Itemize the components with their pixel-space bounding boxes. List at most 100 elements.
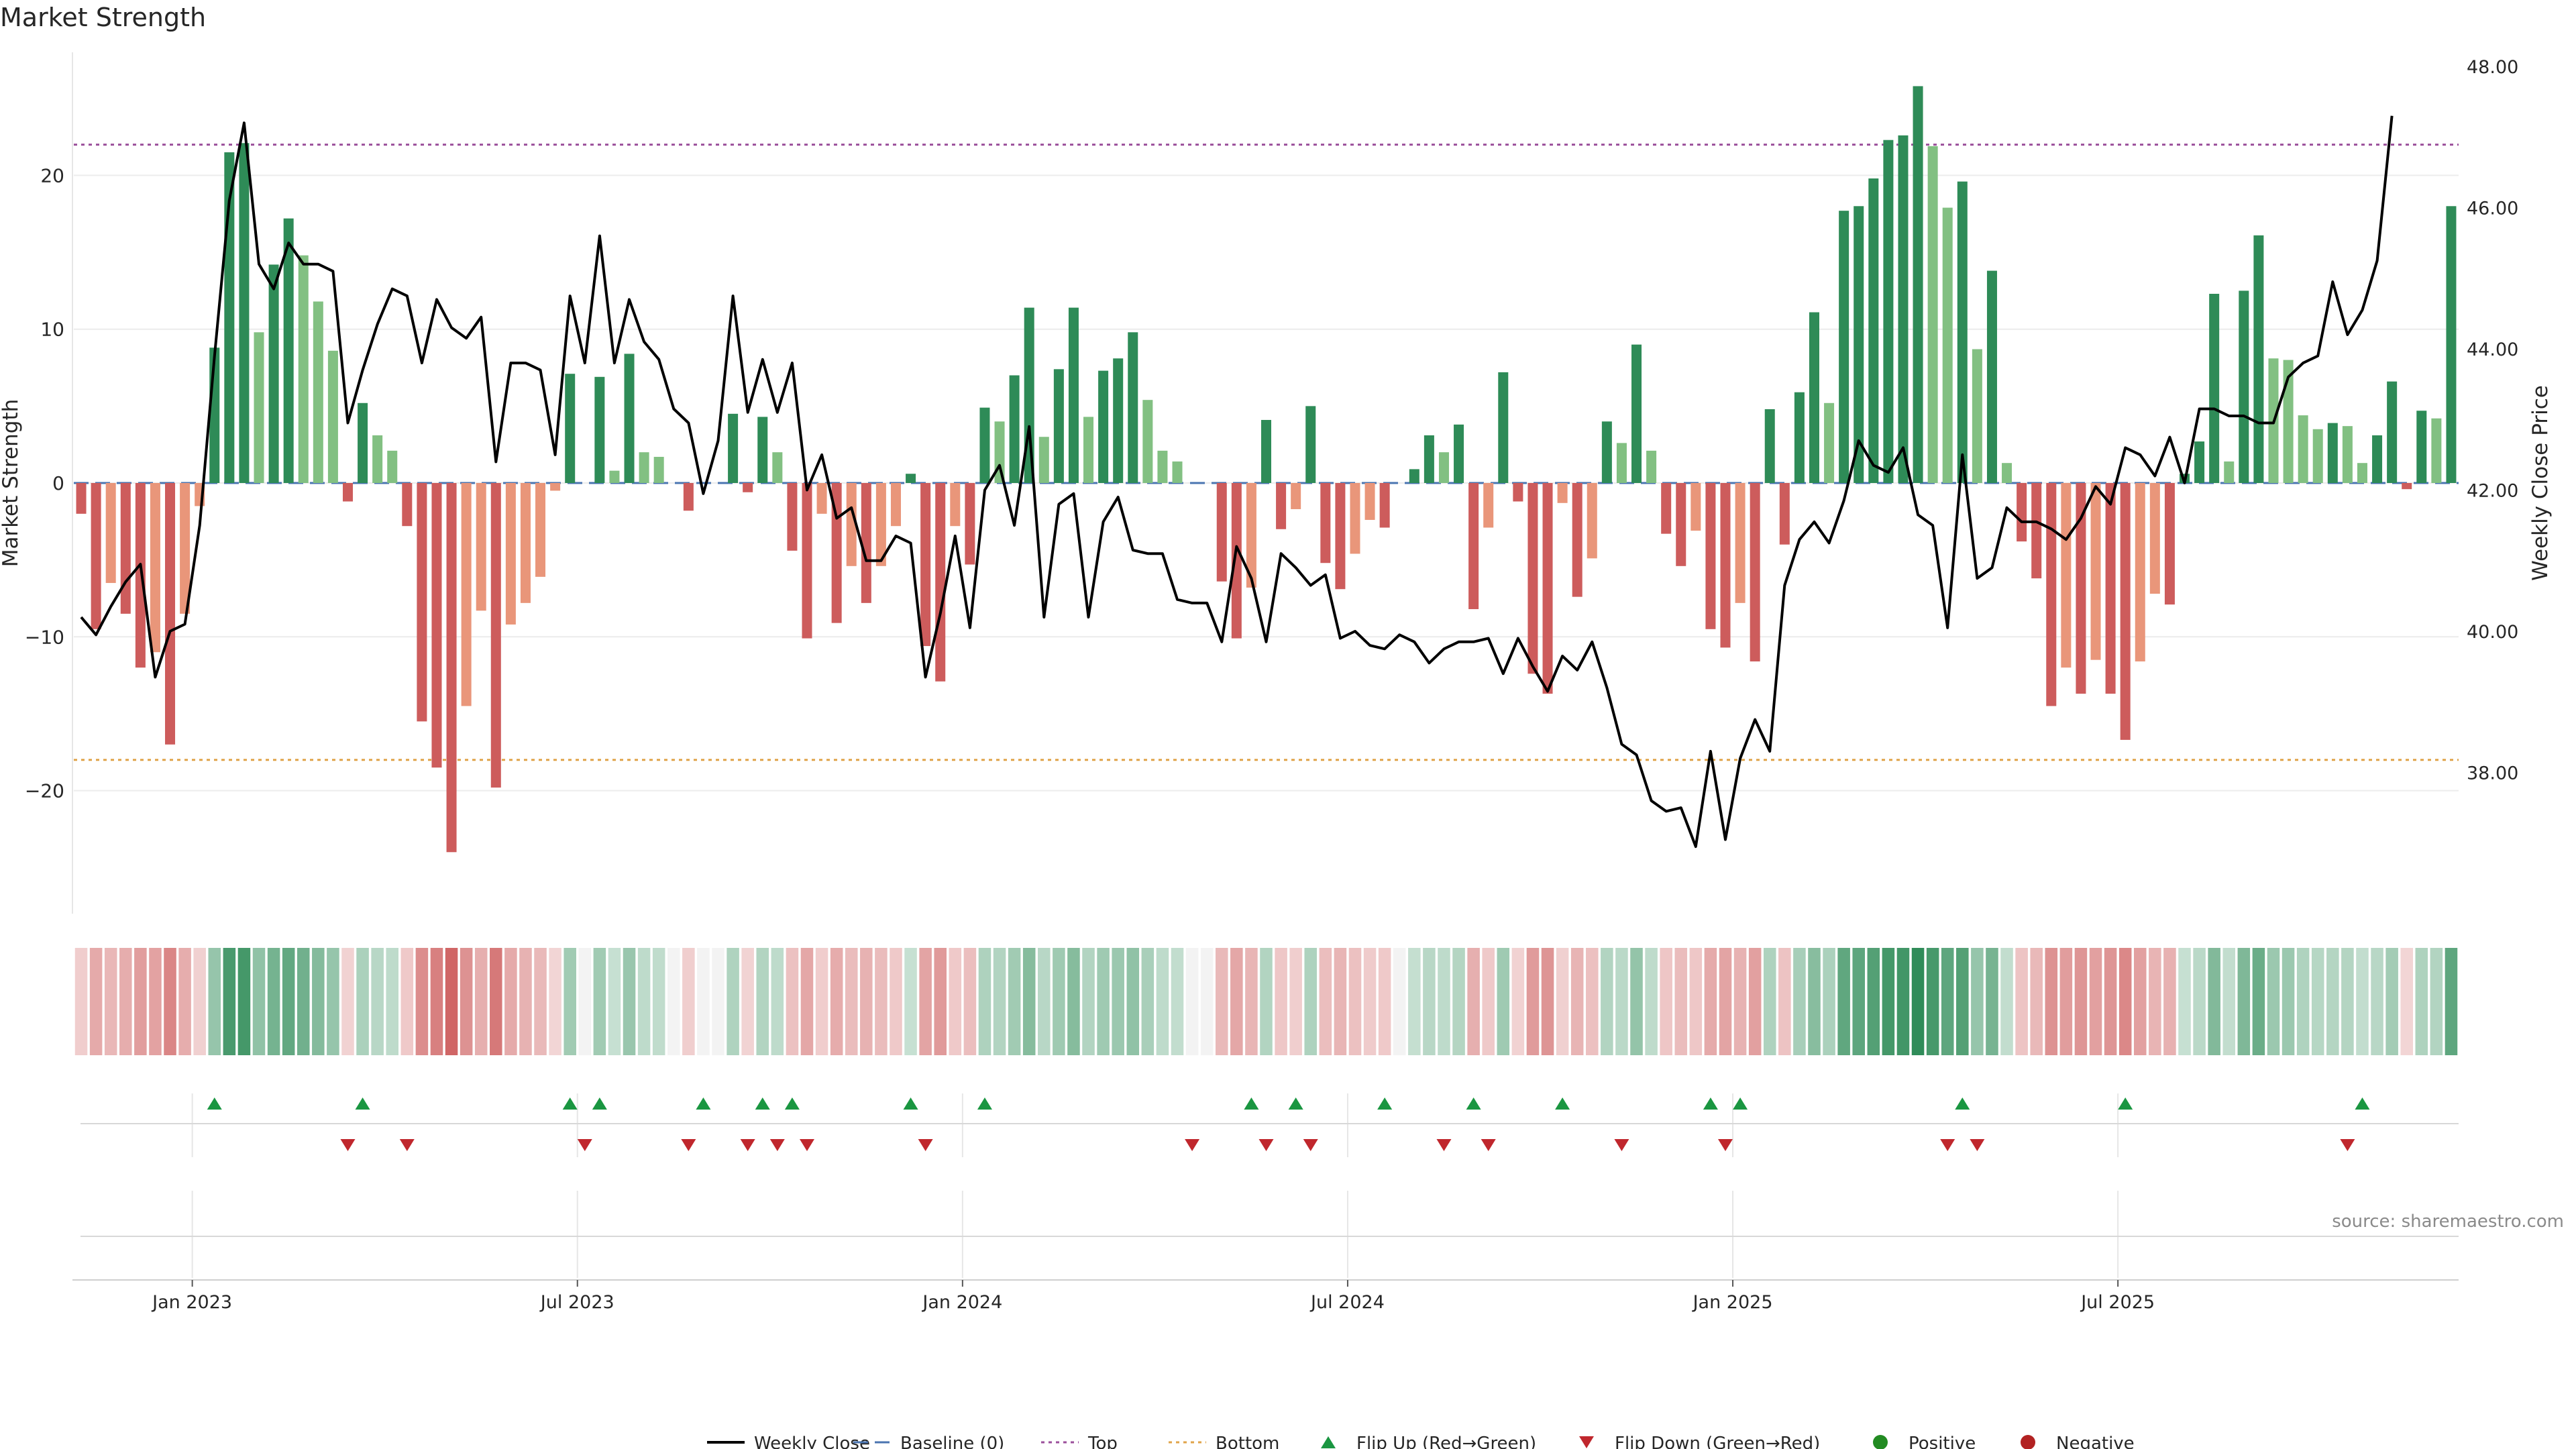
heat-cell <box>608 948 621 1055</box>
strength-bar <box>402 483 413 527</box>
strength-bar <box>1587 483 1597 559</box>
heat-cell <box>1304 948 1318 1055</box>
strength-bar <box>417 483 427 722</box>
strength-bar <box>1690 483 1701 531</box>
x-tick-label: Jul 2023 <box>539 1292 614 1313</box>
flip-down-marker <box>1303 1139 1318 1151</box>
heat-cell <box>2356 948 2369 1055</box>
heat-cell <box>2445 948 2458 1055</box>
heat-cell <box>490 948 502 1055</box>
heat-cell <box>1185 948 1199 1055</box>
heat-cell <box>1171 948 1184 1055</box>
heat-cell <box>1038 948 1051 1055</box>
heat-cell <box>2030 948 2043 1055</box>
heat-cell <box>2104 948 2117 1055</box>
heat-cell <box>1526 948 1540 1055</box>
flip-up-marker <box>562 1097 578 1110</box>
strength-bar <box>2372 435 2383 483</box>
strength-bar <box>1276 483 1287 529</box>
chart-title: Market Strength <box>0 3 207 32</box>
heat-cell <box>771 948 784 1055</box>
strength-bar <box>1809 312 1819 483</box>
strength-bar <box>965 483 975 565</box>
strength-bar <box>1527 483 1538 674</box>
strength-bar <box>1379 483 1390 528</box>
flip-up-marker <box>1555 1097 1570 1110</box>
strength-bar <box>150 483 160 653</box>
strength-bar <box>2046 483 2057 706</box>
strength-bar <box>1098 370 1109 483</box>
heat-cell <box>623 948 636 1055</box>
heat-cell <box>1141 948 1155 1055</box>
strength-bar <box>342 483 354 502</box>
strength-bar <box>653 457 664 483</box>
flip-up-marker <box>755 1097 770 1110</box>
heat-cell <box>1275 948 1287 1055</box>
heat-cell <box>978 948 991 1055</box>
legend-label: Bottom <box>1216 1434 1279 1449</box>
heat-cell <box>875 948 888 1055</box>
strength-bar <box>1913 86 1923 483</box>
strength-bar <box>772 452 783 483</box>
strength-bar <box>906 474 916 483</box>
heat-cell <box>845 948 858 1055</box>
strength-bar <box>135 483 146 668</box>
strength-bar <box>1083 417 1094 483</box>
x-tick-label: Jul 2025 <box>2080 1292 2155 1313</box>
strength-bar <box>1038 437 1049 483</box>
heat-cell <box>1348 948 1362 1055</box>
strength-bar <box>2431 418 2442 483</box>
flip-down-marker <box>1258 1139 1274 1151</box>
heat-cell <box>1601 948 1613 1055</box>
heat-cell <box>2059 948 2073 1055</box>
heat-cell <box>2311 948 2324 1055</box>
heat-cell <box>934 948 947 1055</box>
heat-cell <box>1971 948 1984 1055</box>
strength-bar <box>446 483 457 853</box>
heat-cell <box>1452 948 1465 1055</box>
flip-down-marker <box>340 1139 356 1151</box>
strength-bar <box>861 483 871 603</box>
legend-positive-icon <box>1873 1435 1888 1449</box>
strength-bar <box>387 450 398 483</box>
heat-cell <box>860 948 873 1055</box>
strength-bar <box>1172 461 1183 483</box>
heat-cell <box>430 948 443 1055</box>
strength-bar <box>490 483 501 788</box>
flip-down-marker <box>1614 1139 1629 1151</box>
strength-bar <box>120 483 131 614</box>
strength-bar <box>1854 206 1864 483</box>
heat-cell <box>282 948 295 1055</box>
strength-bar <box>1068 307 1079 483</box>
heat-cell <box>786 948 799 1055</box>
heat-cell <box>890 948 902 1055</box>
strength-bar <box>2253 235 2264 483</box>
y2-tick-label: 44.00 <box>2467 339 2518 360</box>
strength-bar <box>2164 483 2175 605</box>
y2-axis-label: Weekly Close Price <box>2528 385 2553 581</box>
heat-cell <box>164 948 176 1055</box>
strength-bar <box>2061 483 2072 668</box>
strength-bar <box>1868 178 1879 483</box>
heat-cell <box>356 948 369 1055</box>
strength-bar <box>431 483 442 768</box>
strength-bar <box>1720 483 1731 648</box>
heat-cell <box>2296 948 2310 1055</box>
heat-cell <box>1022 948 1036 1055</box>
strength-bar <box>1601 421 1612 483</box>
heat-cell <box>1823 948 1835 1055</box>
strength-bar <box>875 483 886 566</box>
strength-bar <box>1824 402 1835 483</box>
flip-down-marker <box>577 1139 592 1151</box>
strength-bar <box>358 402 368 483</box>
heat-cell <box>119 948 132 1055</box>
flip-up-marker <box>1703 1097 1718 1110</box>
x-tick-label: Jan 2023 <box>151 1292 232 1313</box>
x-tick-label: Jan 2024 <box>921 1292 1002 1313</box>
strength-bar <box>1972 349 1982 483</box>
heat-cell <box>904 948 917 1055</box>
heat-cell <box>134 948 147 1055</box>
strength-bar <box>2298 415 2308 483</box>
heat-cell <box>1763 948 1776 1055</box>
